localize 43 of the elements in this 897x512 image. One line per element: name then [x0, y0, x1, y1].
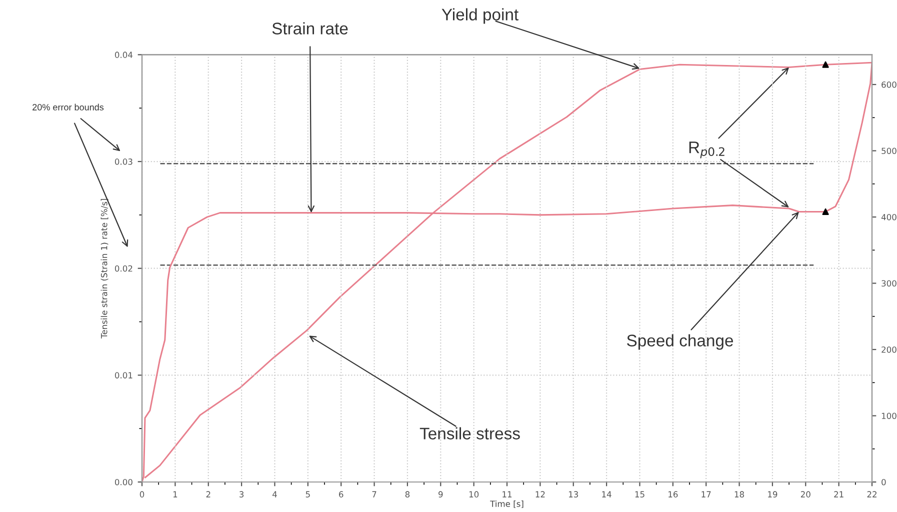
- y-tick-label: 0.01: [114, 372, 132, 378]
- x-tick-label: 4: [272, 491, 277, 498]
- annotation: Tensile stress: [420, 427, 520, 440]
- y-tick-label: 0.02: [114, 265, 132, 272]
- y2-tick-label: 300: [882, 280, 896, 287]
- y-tick-label: 0.03: [114, 158, 132, 165]
- x-axis-title: Time [s]: [490, 500, 524, 508]
- x-tick-label: 3: [240, 491, 244, 498]
- annotation: Yield point: [442, 8, 518, 24]
- annotation: Speed change: [627, 334, 734, 350]
- x-tick-label: 8: [405, 491, 410, 498]
- x-tick-label: 2: [206, 491, 210, 498]
- text: 20% error bounds: [32, 104, 104, 110]
- x-tick-label: 0: [140, 491, 144, 498]
- x-tick-label: 16: [668, 491, 678, 498]
- y2-tick-label: 500: [882, 148, 896, 154]
- x-tick-label: 1: [173, 491, 178, 498]
- x-tick-label: 18: [734, 491, 744, 498]
- x-tick-label: 19: [768, 491, 778, 498]
- y2-tick-label: 400: [881, 214, 896, 220]
- x-tick-label: 20: [800, 491, 810, 498]
- x-tick-label: 5: [306, 491, 310, 498]
- x-tick-label: 21: [834, 491, 844, 498]
- y2-tick-label: 0: [882, 478, 886, 486]
- y2-tick-label: 100: [882, 412, 896, 420]
- y-axis-title: Tensile strain (Strain 1) rate [%/s]: [100, 198, 108, 338]
- x-tick-label: 10: [469, 491, 479, 498]
- annotation: R$_{p0.2}$: [689, 142, 724, 158]
- y-tick-label: 0.04: [114, 52, 133, 58]
- y2-tick-label: 200: [882, 346, 896, 353]
- x-tick-label: 15: [635, 491, 644, 498]
- x-tick-label: 7: [372, 491, 376, 498]
- x-tick-label: 13: [568, 491, 578, 498]
- y-tick-label: 0.00: [114, 478, 132, 486]
- annotation: Strain rate: [272, 22, 348, 34]
- x-tick-label: 11: [502, 491, 512, 498]
- x-tick-label: 14: [602, 491, 612, 498]
- y2-tick-label: 600: [882, 81, 896, 88]
- x-tick-label: 22: [867, 491, 876, 498]
- x-tick-label: 9: [438, 491, 443, 498]
- x-tick-label: 12: [536, 491, 545, 498]
- x-tick-label: 6: [339, 491, 344, 498]
- x-tick-label: 17: [702, 491, 711, 498]
